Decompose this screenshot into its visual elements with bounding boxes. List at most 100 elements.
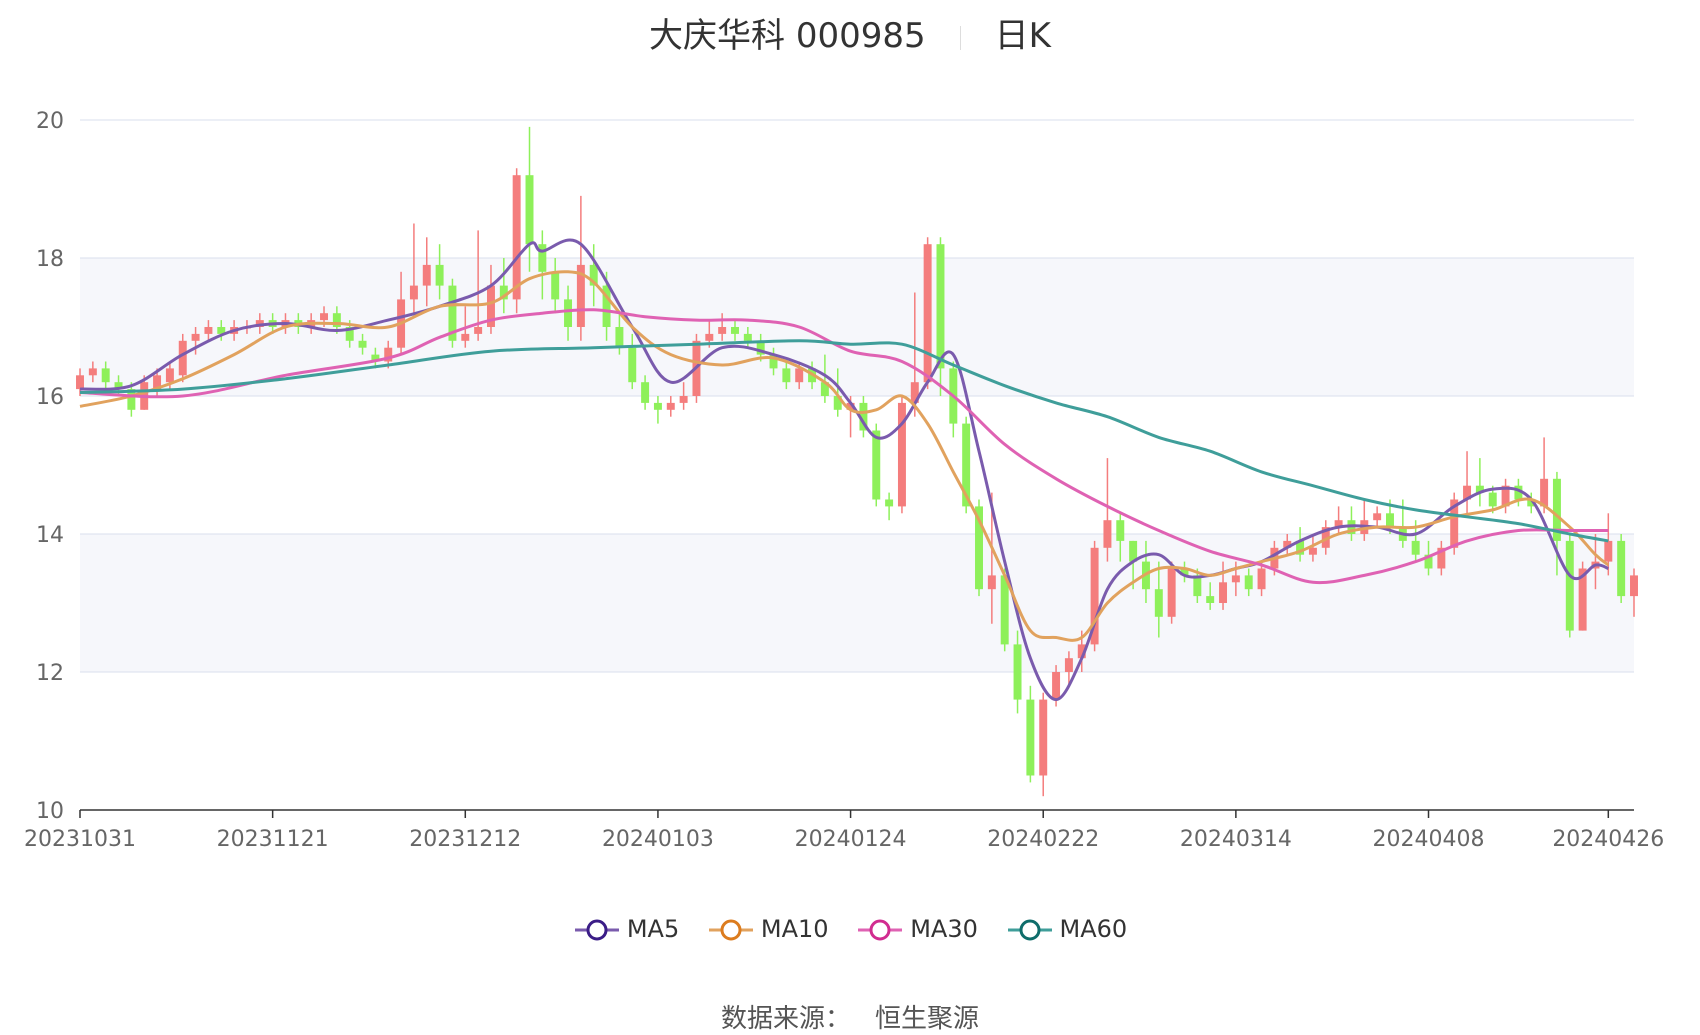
- candle-body: [615, 327, 624, 348]
- candle-body: [782, 368, 791, 383]
- candle-body: [589, 264, 598, 286]
- legend-item-ma60[interactable]: MA60: [1006, 915, 1128, 943]
- candle-body: [127, 389, 136, 410]
- candle-body: [1180, 568, 1189, 576]
- candle: [448, 278, 457, 348]
- candle-body: [641, 382, 650, 403]
- candle: [191, 327, 200, 355]
- candle: [255, 313, 264, 334]
- x-tick-label: 20240103: [602, 827, 714, 852]
- candle-body: [1578, 568, 1587, 631]
- candle: [1064, 651, 1073, 686]
- candle-body: [1154, 589, 1163, 617]
- candle-body: [975, 506, 983, 590]
- candle: [897, 396, 906, 514]
- candle-body: [833, 396, 842, 410]
- legend-marker-ma60: [1007, 919, 1052, 941]
- x-tick-label: 20240426: [1552, 827, 1664, 852]
- candle-body: [1103, 520, 1112, 548]
- ma-line-ma30: [79, 308, 1609, 585]
- candle-body: [743, 333, 752, 341]
- legend-label-ma60: MA60: [1059, 915, 1128, 943]
- candle: [1540, 437, 1549, 514]
- x-tick-label: 20231121: [217, 827, 329, 852]
- chart-title-period: 日K: [994, 16, 1051, 56]
- candle: [987, 492, 996, 624]
- candle: [576, 195, 585, 341]
- candle-body: [846, 402, 855, 410]
- candle-body: [538, 244, 547, 272]
- candle: [1013, 630, 1022, 714]
- candle-body: [191, 333, 200, 341]
- candle: [718, 313, 727, 341]
- grid-lines: [80, 119, 1634, 673]
- moving-average-lines: [79, 238, 1610, 702]
- candle-body: [872, 430, 881, 500]
- ma-line-ma10: [79, 270, 1610, 642]
- candle: [641, 375, 650, 410]
- candle-body: [461, 333, 470, 341]
- candle-body: [525, 175, 534, 245]
- candle-body: [486, 285, 495, 327]
- candle: [1437, 540, 1446, 576]
- axes: 10 12 14 16 18 20 20231031 20231121 20231212 2024…: [24, 109, 1664, 852]
- candle-body: [1116, 520, 1125, 541]
- candle-body: [499, 285, 508, 300]
- candle-body: [1514, 485, 1523, 500]
- candle: [1373, 506, 1382, 528]
- candle-body: [345, 327, 354, 341]
- candle-body: [923, 244, 932, 383]
- title-separator: [959, 25, 961, 50]
- candle-body: [910, 382, 919, 403]
- candle-body: [1193, 575, 1202, 597]
- x-tick-label: 20240222: [987, 827, 1099, 852]
- candle: [1527, 492, 1536, 514]
- candle-body: [1000, 575, 1009, 645]
- legend-item-ma5[interactable]: MA5: [573, 915, 679, 943]
- y-tick-label: 12: [36, 661, 64, 686]
- candle-body: [76, 375, 84, 390]
- candle: [1334, 506, 1343, 534]
- candle-body: [962, 423, 971, 507]
- candle: [1604, 513, 1613, 576]
- candle-body: [602, 285, 611, 327]
- data-source: 数据来源： 恒生聚源: [0, 998, 1700, 1035]
- legend-marker-ma30: [858, 919, 903, 941]
- legend-marker-ma5: [574, 919, 619, 941]
- candle-body: [1090, 547, 1099, 645]
- candle-body: [1334, 520, 1343, 528]
- candle-body: [255, 320, 264, 327]
- legend-item-ma30[interactable]: MA30: [856, 915, 978, 943]
- candle-body: [1411, 540, 1420, 555]
- legend-marker-ma10: [708, 919, 753, 941]
- candle: [1578, 561, 1587, 631]
- x-tick-label: 20231212: [409, 827, 521, 852]
- candle-body: [409, 285, 418, 300]
- candle-body: [1527, 499, 1536, 507]
- candle-body: [897, 402, 906, 507]
- candle-body: [1604, 540, 1613, 562]
- candle: [178, 333, 187, 383]
- candle-body: [332, 313, 341, 327]
- candle: [731, 320, 739, 341]
- candle: [435, 244, 444, 300]
- candle: [409, 223, 418, 314]
- candle-body: [1501, 485, 1510, 507]
- candle: [1026, 685, 1035, 783]
- candle-body: [885, 499, 894, 507]
- candle-body: [435, 264, 444, 286]
- candle-body: [371, 354, 380, 362]
- candle: [936, 237, 945, 396]
- legend-item-ma10[interactable]: MA10: [707, 915, 829, 943]
- grid-band: [80, 534, 1634, 672]
- candle: [101, 361, 110, 390]
- legend-label-ma30: MA30: [910, 915, 978, 943]
- candle: [1000, 568, 1009, 652]
- candle-body: [859, 402, 868, 431]
- candle-body: [1321, 527, 1330, 548]
- candle-body: [679, 396, 688, 403]
- candle: [1206, 582, 1215, 610]
- candle-body: [731, 327, 739, 334]
- candle: [1308, 534, 1317, 562]
- candle-body: [718, 327, 727, 334]
